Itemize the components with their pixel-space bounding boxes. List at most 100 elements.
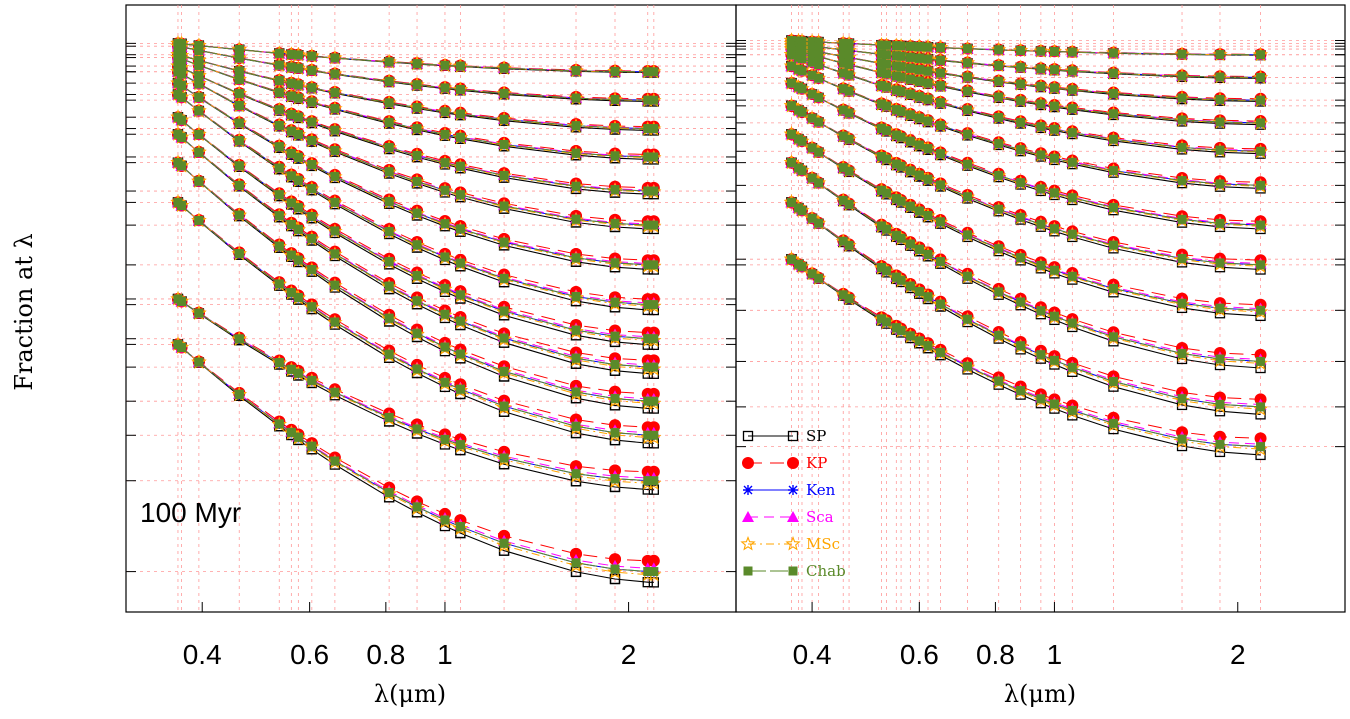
data-point: [649, 186, 659, 196]
data-point: [649, 124, 659, 134]
data-point: [194, 308, 204, 318]
data-point: [177, 342, 187, 352]
series-line: [177, 116, 654, 340]
data-point: [455, 384, 465, 394]
series-line: [177, 82, 654, 261]
data-point: [286, 49, 296, 59]
data-point: [384, 412, 394, 422]
series-line: [177, 45, 654, 101]
data-point: [286, 91, 296, 101]
data-point: [274, 60, 284, 70]
data-point: [610, 474, 620, 484]
data-point: [455, 161, 465, 171]
series-line: [177, 94, 654, 307]
data-point: [330, 69, 340, 79]
data-point: [307, 160, 317, 170]
series-line: [177, 298, 654, 491]
series-line: [177, 94, 654, 311]
data-point: [330, 226, 340, 236]
data-point: [293, 63, 303, 73]
data-point: [286, 219, 296, 229]
data-point: [177, 69, 187, 79]
data-point: [571, 121, 581, 131]
data-point: [384, 117, 394, 127]
data-point: [234, 180, 244, 190]
data-point: [274, 419, 284, 429]
series-line: [791, 162, 1261, 369]
data-point: [293, 432, 303, 442]
data-point: [286, 62, 296, 72]
data-point: [571, 66, 581, 76]
data-point: [610, 218, 620, 228]
data-point: [234, 118, 244, 128]
data-point: [571, 292, 581, 302]
series-line: [177, 82, 654, 267]
data-point: [274, 279, 284, 289]
data-point: [384, 227, 394, 237]
data-point: [412, 271, 422, 281]
data-point: [571, 93, 581, 103]
data-point: [384, 98, 394, 108]
data-point: [286, 250, 296, 260]
data-point: [286, 364, 296, 374]
data-point: [440, 252, 450, 262]
data-point: [610, 258, 620, 268]
data-point: [649, 67, 659, 77]
data-point: [440, 158, 450, 168]
data-point: [293, 293, 303, 303]
series-line: [177, 133, 654, 368]
x-tick-label: 2: [621, 639, 637, 670]
data-point: [330, 104, 340, 114]
data-point: [177, 161, 187, 171]
data-point: [499, 306, 509, 316]
data-point: [234, 389, 244, 399]
data-point: [571, 181, 581, 191]
x-tick-label: 0.8: [976, 639, 1015, 670]
data-point: [274, 120, 284, 130]
data-point: [643, 476, 653, 486]
data-point: [286, 171, 296, 181]
right-panel: 0.4 0.6 0.8 1 2: [735, 4, 1346, 670]
data-point: [649, 567, 659, 577]
series-line: [791, 133, 1261, 311]
data-point: [384, 76, 394, 86]
series-line: [177, 344, 654, 562]
data-point: [293, 152, 303, 162]
data-point: [412, 296, 422, 306]
series-line: [177, 344, 654, 576]
data-point: [499, 366, 509, 376]
data-point: [455, 84, 465, 94]
data-point: [571, 387, 581, 397]
data-point: [194, 176, 204, 186]
series-line: [791, 162, 1261, 356]
series-line: [177, 71, 654, 222]
data-point: [440, 219, 450, 229]
data-point: [384, 257, 394, 267]
data-point: [293, 203, 303, 213]
data-point: [440, 129, 450, 139]
x-tick-label: 2: [1230, 639, 1246, 670]
data-point: [274, 358, 284, 368]
series-line: [177, 298, 654, 473]
data-point: [499, 401, 509, 411]
data-point: [571, 469, 581, 479]
series-line: [177, 116, 654, 342]
data-point: [330, 317, 340, 327]
data-point: [610, 428, 620, 438]
data-point: [286, 78, 296, 88]
data-point: [499, 201, 509, 211]
data-point: [643, 362, 653, 372]
data-point: [234, 210, 244, 220]
data-point: [610, 66, 620, 76]
data-point: [293, 255, 303, 265]
data-point: [194, 106, 204, 116]
data-point: [234, 74, 244, 84]
series-line: [177, 42, 654, 73]
data-point: [568, 351, 584, 367]
data-point: [286, 288, 296, 298]
data-point: [330, 280, 340, 290]
data-point: [647, 465, 660, 478]
data-point: [274, 163, 284, 173]
data-point: [177, 132, 187, 142]
